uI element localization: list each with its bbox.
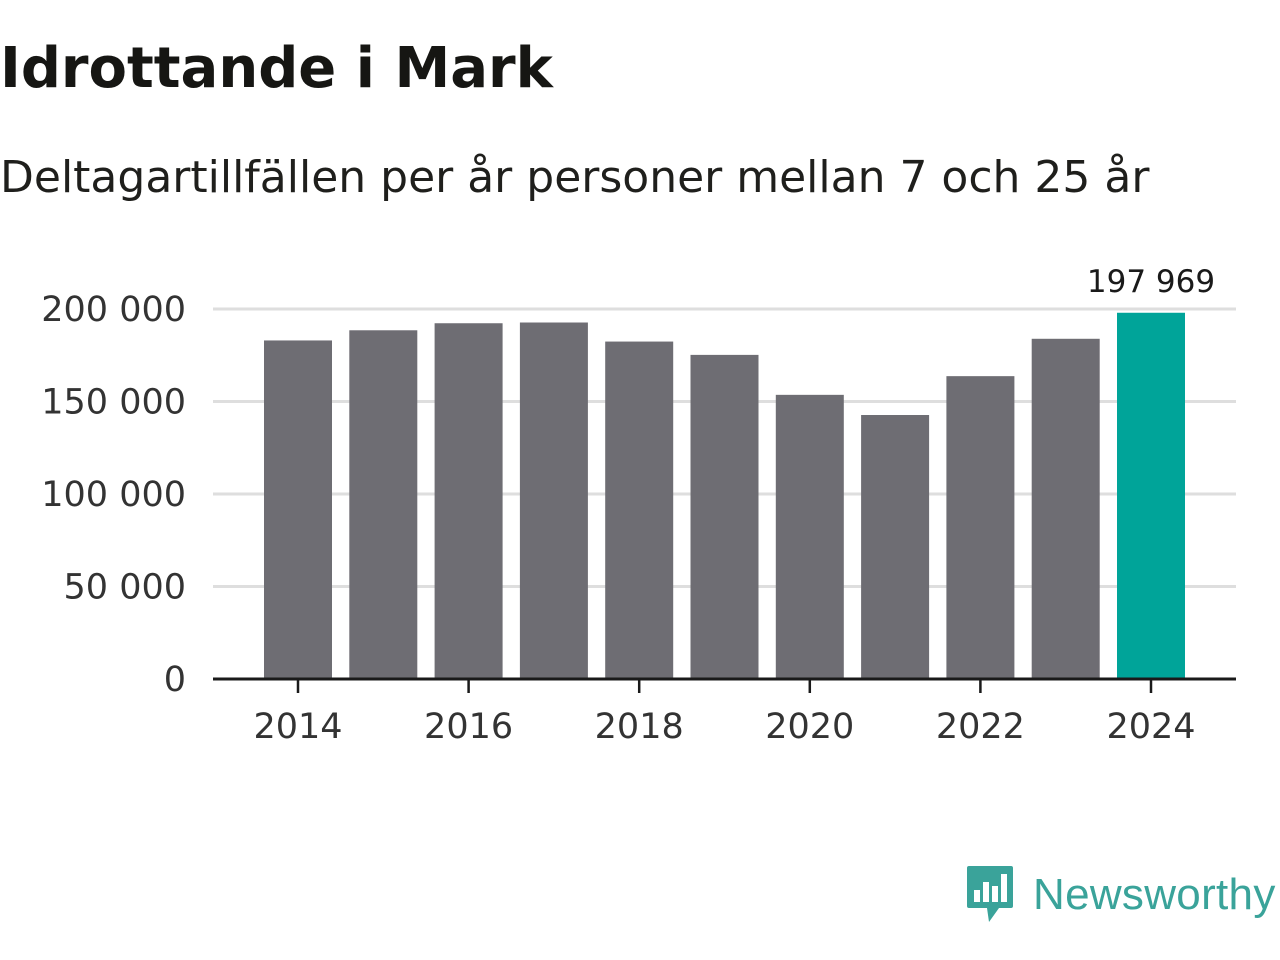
data-labels: 197 969	[1087, 264, 1215, 300]
brand-name: Newsworthy	[1033, 870, 1276, 919]
y-axis-labels: 0 50 000 100 000 150 000 200 000	[41, 290, 186, 700]
bar-2016	[434, 323, 503, 679]
x-tick-label: 2018	[595, 707, 684, 747]
newsworthy-logo-icon	[967, 866, 1013, 922]
y-tick-label: 0	[164, 660, 186, 700]
bar-2018	[605, 341, 674, 679]
bar-2014	[264, 340, 332, 679]
bars	[264, 312, 1185, 679]
x-tick-label: 2020	[765, 707, 854, 747]
x-tick-label: 2024	[1106, 707, 1195, 747]
x-tick-label: 2022	[936, 707, 1025, 747]
bar-2024	[1117, 312, 1185, 679]
y-tick-label: 100 000	[41, 475, 186, 515]
bar-2023	[1031, 338, 1100, 679]
bar-2020	[775, 394, 844, 679]
chart-title: Idrottande i Mark	[0, 36, 553, 101]
x-tick-label: 2016	[424, 707, 513, 747]
y-tick-label: 200 000	[41, 290, 186, 330]
bar-value-label: 197 969	[1087, 264, 1215, 300]
y-tick-label: 150 000	[41, 383, 186, 423]
bar-2019	[690, 354, 759, 679]
bar-2021	[861, 415, 930, 679]
y-tick-label: 50 000	[64, 568, 186, 608]
bar-2017	[519, 322, 588, 679]
bar-2022	[946, 376, 1015, 679]
chart-subtitle: Deltagartillfällen per år personer mella…	[0, 152, 1150, 203]
x-axis	[213, 677, 1236, 693]
x-tick-label: 2014	[253, 707, 342, 747]
brand-logo: Newsworthy	[965, 862, 1276, 928]
x-axis-labels: 2014 2016 2018 2020 2022 2024	[253, 707, 1195, 747]
bar-2015	[349, 330, 418, 679]
